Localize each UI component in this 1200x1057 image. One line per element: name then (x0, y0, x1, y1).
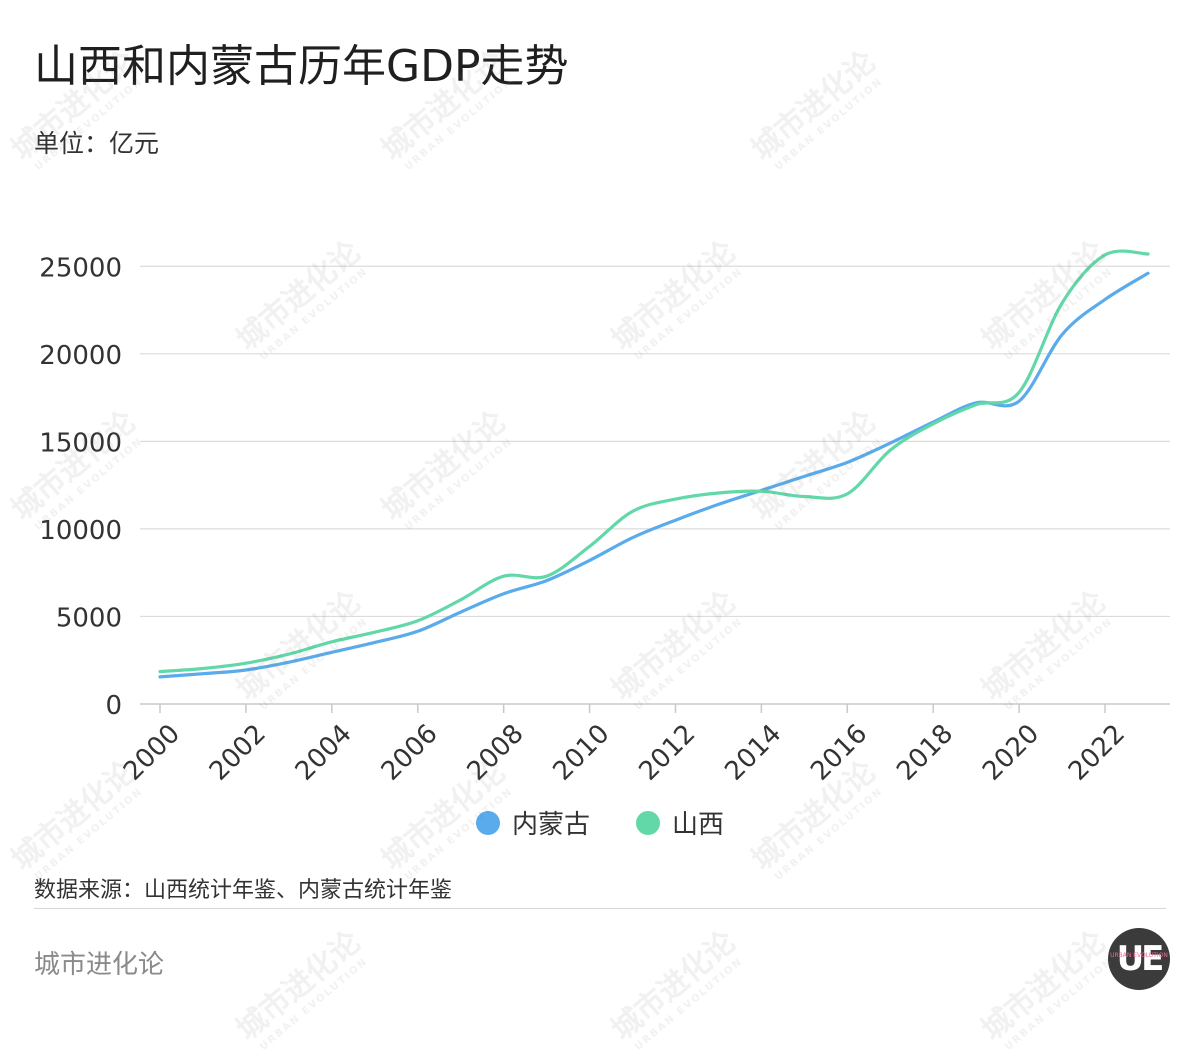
x-tick-label: 2022 (1063, 719, 1131, 787)
y-tick-label: 0 (105, 691, 122, 721)
series-lines (158, 249, 1150, 679)
legend-label-shanxi: 山西 (672, 810, 725, 840)
footer-divider (34, 908, 1166, 909)
chart-title: 山西和内蒙古历年GDP走势 (34, 41, 569, 92)
x-tick-label: 2016 (805, 719, 873, 787)
x-tick-label: 2006 (376, 719, 444, 787)
x-tick-labels: 2000 2002 2004 2006 2008 2010 2012 2014 2016 2018… (118, 719, 1131, 787)
watermark: 城市进化论 URBAN EVOLUTION (605, 924, 746, 1053)
data-source-note: 数据来源：山西统计年鉴、内蒙古统计年鉴 (34, 878, 453, 903)
legend-item-shanxi[interactable]: 山西 (636, 804, 724, 841)
logo-text: UE (1116, 939, 1165, 979)
x-tick-label: 2004 (290, 719, 358, 787)
y-tick-label: 15000 (39, 428, 122, 458)
x-tick-label: 2008 (462, 719, 530, 787)
x-tick-label: 2018 (891, 719, 959, 787)
brand-name: 城市进化论 (34, 950, 165, 980)
y-tick-labels: 0 5000 10000 15000 20000 25000 (39, 253, 122, 721)
x-tick-label: 2010 (548, 719, 616, 787)
x-tick-label: 2020 (977, 719, 1045, 787)
ue-logo-icon: UE URBAN EVOLUTION (1108, 928, 1170, 990)
logo-subtext: URBAN EVOLUTION (1110, 952, 1168, 959)
watermark: 城市进化论 URBAN EVOLUTION (975, 924, 1116, 1053)
x-tick-label: 2000 (118, 719, 186, 787)
grid-lines (140, 265, 1170, 713)
x-tick-label: 2002 (204, 719, 272, 787)
y-tick-label: 25000 (39, 253, 122, 283)
x-tick-label: 2014 (719, 719, 787, 787)
unit-label: 单位：亿元 (34, 129, 160, 158)
legend-dot-icon-shanxi (636, 810, 660, 835)
legend-item-neimenggu[interactable]: 内蒙古 (475, 804, 590, 841)
legend-label-neimenggu: 内蒙古 (511, 810, 590, 840)
series-line-shanxi (158, 249, 1150, 674)
x-tick-label: 2012 (633, 719, 701, 787)
y-tick-label: 5000 (56, 603, 122, 633)
watermark: 城市进化论 URBAN EVOLUTION (230, 924, 371, 1053)
y-tick-label: 20000 (39, 341, 122, 371)
y-tick-label: 10000 (39, 516, 122, 546)
legend: 内蒙古 山西 (0, 804, 1200, 841)
legend-dot-icon-neimenggu (475, 810, 500, 835)
